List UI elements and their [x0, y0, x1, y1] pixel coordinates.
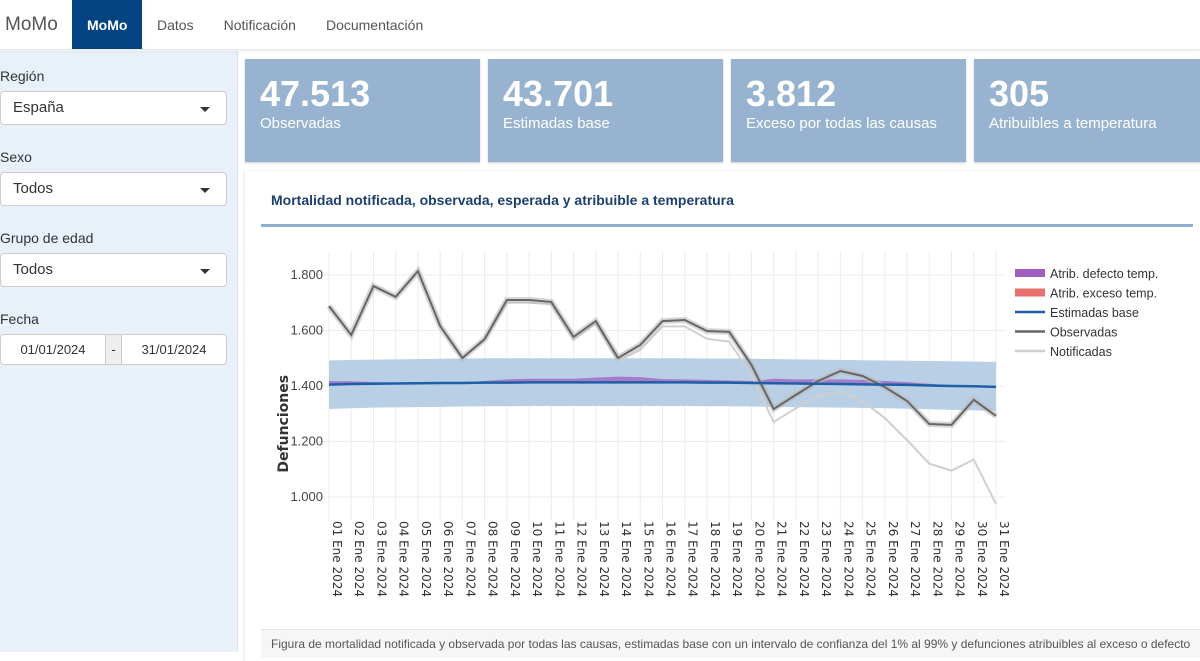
sexo-value: Todos — [13, 180, 54, 197]
x-tick-label: 20 Ene 2024 — [752, 521, 766, 597]
chart-caption: Figura de mortalidad notificada y observ… — [261, 629, 1200, 658]
x-tick-label: 18 Ene 2024 — [708, 521, 722, 597]
x-tick-label: 13 Ene 2024 — [597, 521, 611, 597]
chart-panel: Mortalidad notificada, observada, espera… — [245, 171, 1200, 661]
x-tick-label: 01 Ene 2024 — [330, 521, 344, 597]
confidence-band — [329, 358, 996, 411]
y-axis-title: Defunciones — [276, 375, 292, 473]
value-boxes: 47.513 Observadas 43.701 Estimadas base 3.… — [245, 59, 1200, 162]
box-value: 3.812 — [746, 73, 837, 114]
legend-label: Observadas — [1050, 326, 1117, 340]
series-observadas — [328, 269, 997, 426]
y-tick-label: 1.200 — [290, 434, 323, 449]
mortality-chart[interactable]: 1.000 1.200 1.400 1.600 1.800 Defunciones 01 E… — [245, 171, 1200, 631]
caret-down-icon — [200, 188, 210, 193]
legend-label: Estimadas base — [1050, 306, 1139, 320]
edad-label: Grupo de edad — [0, 230, 94, 246]
box-value: 305 — [989, 73, 1050, 114]
x-tick-label: 09 Ene 2024 — [508, 521, 522, 597]
sexo-label: Sexo — [0, 149, 32, 165]
tab-datos[interactable]: Datos — [157, 17, 194, 33]
x-tick-label: 02 Ene 2024 — [352, 521, 366, 597]
x-tick-label: 04 Ene 2024 — [397, 521, 411, 597]
x-tick-label: 21 Ene 2024 — [775, 521, 789, 597]
y-tick-label: 1.000 — [290, 489, 323, 504]
x-tick-label: 26 Ene 2024 — [886, 521, 900, 597]
x-tick-label: 12 Ene 2024 — [575, 521, 589, 597]
date-range: 01/01/2024 - 31/01/2024 — [0, 334, 227, 365]
date-to-input[interactable]: 31/01/2024 — [141, 342, 207, 357]
y-tick-label: 1.800 — [290, 267, 323, 282]
sidebar: Región España Sexo Todos Grupo de edad T… — [0, 51, 238, 652]
x-tick-label: 08 Ene 2024 — [486, 521, 500, 597]
legend-label: Notificadas — [1050, 345, 1112, 359]
x-tick-label: 24 Ene 2024 — [841, 521, 855, 597]
x-tick-label: 05 Ene 2024 — [419, 521, 433, 597]
box-label: Estimadas base — [503, 115, 610, 132]
y-tick-label: 1.400 — [290, 378, 323, 393]
region-label: Región — [0, 68, 45, 84]
box-temperatura: 305 Atribuibles a temperatura — [974, 59, 1200, 162]
region-select[interactable]: España — [0, 91, 227, 125]
caret-down-icon — [200, 107, 210, 112]
chart-title: Mortalidad notificada, observada, espera… — [271, 192, 734, 208]
x-tick-label: 27 Ene 2024 — [908, 521, 922, 597]
title-divider — [261, 224, 1193, 227]
x-tick-label: 16 Ene 2024 — [664, 521, 678, 597]
tab-documentacion[interactable]: Documentación — [325, 17, 424, 33]
legend-label: Atrib. defecto temp. — [1050, 267, 1158, 281]
x-tick-label: 07 Ene 2024 — [463, 521, 477, 597]
legend-swatch — [1015, 288, 1045, 297]
x-tick-label: 03 Ene 2024 — [374, 521, 388, 597]
box-value: 47.513 — [260, 73, 371, 114]
box-label: Exceso por todas las causas — [746, 115, 937, 132]
x-tick-label: 22 Ene 2024 — [797, 521, 811, 597]
x-tick-label: 29 Ene 2024 — [953, 521, 967, 597]
x-tick-label: 17 Ene 2024 — [686, 521, 700, 597]
fecha-label: Fecha — [0, 311, 39, 327]
x-tick-label: 28 Ene 2024 — [930, 521, 944, 597]
legend-label: Atrib. exceso temp. — [1050, 287, 1157, 301]
box-value: 43.701 — [503, 73, 614, 114]
x-tick-label: 31 Ene 2024 — [997, 521, 1011, 597]
tab-notificacion[interactable]: Notificación — [223, 17, 296, 33]
edad-value: Todos — [13, 261, 54, 278]
x-tick-label: 19 Ene 2024 — [730, 521, 744, 597]
caret-down-icon — [200, 269, 210, 274]
y-tick-label: 1.600 — [290, 323, 323, 338]
box-exceso: 3.812 Exceso por todas las causas — [731, 59, 966, 162]
sexo-select[interactable]: Todos — [0, 172, 227, 206]
x-tick-label: 06 Ene 2024 — [441, 521, 455, 597]
x-tick-label: 11 Ene 2024 — [552, 521, 566, 597]
legend-swatch — [1015, 269, 1045, 277]
box-estimadas: 43.701 Estimadas base — [488, 59, 723, 162]
x-tick-label: 10 Ene 2024 — [530, 521, 544, 597]
x-tick-label: 25 Ene 2024 — [864, 521, 878, 597]
box-label: Atribuibles a temperatura — [989, 115, 1157, 132]
x-tick-label: 23 Ene 2024 — [819, 521, 833, 597]
region-value: España — [13, 99, 64, 116]
navbar: MoMo MoMo Datos Notificación Documentaci… — [0, 0, 1200, 50]
tab-momo[interactable]: MoMo — [72, 0, 142, 49]
box-observadas: 47.513 Observadas — [245, 59, 480, 162]
brand[interactable]: MoMo — [5, 14, 58, 35]
x-tick-label: 14 Ene 2024 — [619, 521, 633, 597]
box-label: Observadas — [260, 115, 341, 132]
x-tick-label: 30 Ene 2024 — [975, 521, 989, 597]
date-from-input[interactable]: 01/01/2024 — [20, 342, 86, 357]
series-estimadas-base — [328, 381, 997, 389]
date-separator: - — [105, 335, 122, 364]
x-tick-label: 15 Ene 2024 — [641, 521, 655, 597]
edad-select[interactable]: Todos — [0, 253, 227, 287]
